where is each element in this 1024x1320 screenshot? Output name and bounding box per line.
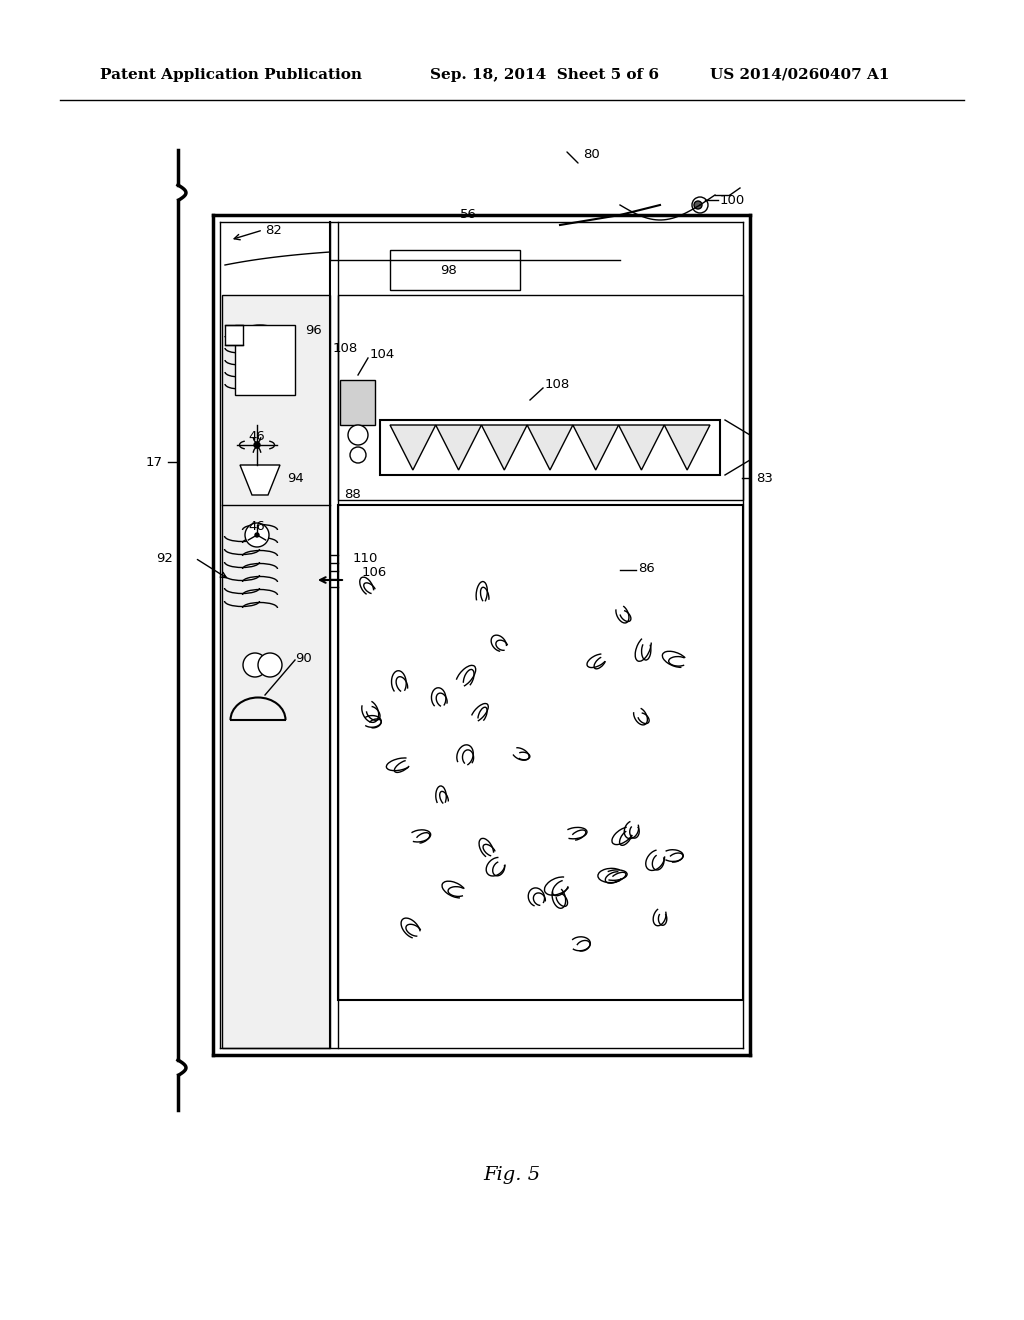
Circle shape bbox=[254, 442, 260, 447]
Text: 86: 86 bbox=[638, 561, 654, 574]
Bar bbox=[234, 325, 295, 395]
Text: 108: 108 bbox=[545, 379, 570, 392]
Polygon shape bbox=[390, 425, 436, 470]
Text: Fig. 5: Fig. 5 bbox=[483, 1166, 541, 1184]
Text: 80: 80 bbox=[583, 149, 600, 161]
Polygon shape bbox=[481, 425, 527, 470]
Circle shape bbox=[694, 201, 702, 209]
Text: 98: 98 bbox=[440, 264, 457, 276]
Text: 88: 88 bbox=[344, 487, 360, 500]
Text: 106: 106 bbox=[362, 565, 387, 578]
Polygon shape bbox=[665, 425, 710, 470]
Text: 46: 46 bbox=[248, 520, 265, 533]
Bar bbox=[225, 325, 243, 345]
Text: 110: 110 bbox=[353, 552, 379, 565]
Text: 104: 104 bbox=[370, 348, 395, 362]
Circle shape bbox=[243, 653, 267, 677]
Circle shape bbox=[255, 533, 259, 537]
Text: Patent Application Publication: Patent Application Publication bbox=[100, 69, 362, 82]
Circle shape bbox=[350, 447, 366, 463]
Text: 46: 46 bbox=[248, 430, 265, 444]
Polygon shape bbox=[618, 425, 665, 470]
Text: US 2014/0260407 A1: US 2014/0260407 A1 bbox=[710, 69, 890, 82]
Polygon shape bbox=[527, 425, 572, 470]
Polygon shape bbox=[240, 465, 280, 495]
Text: 83: 83 bbox=[756, 471, 773, 484]
Text: 100: 100 bbox=[720, 194, 745, 206]
Text: 56: 56 bbox=[460, 209, 477, 222]
Bar bbox=[338, 506, 743, 1001]
Bar bbox=[380, 420, 720, 475]
Text: 108: 108 bbox=[333, 342, 358, 355]
Circle shape bbox=[692, 197, 708, 213]
FancyBboxPatch shape bbox=[390, 249, 520, 290]
Bar bbox=[222, 294, 330, 1048]
Text: Sep. 18, 2014  Sheet 5 of 6: Sep. 18, 2014 Sheet 5 of 6 bbox=[430, 69, 659, 82]
Circle shape bbox=[245, 523, 269, 546]
Text: 96: 96 bbox=[305, 323, 322, 337]
Polygon shape bbox=[436, 425, 481, 470]
Bar bbox=[338, 294, 743, 500]
Text: 90: 90 bbox=[295, 652, 311, 664]
Text: 94: 94 bbox=[287, 471, 304, 484]
Text: 82: 82 bbox=[265, 223, 282, 236]
Circle shape bbox=[258, 653, 282, 677]
Circle shape bbox=[348, 425, 368, 445]
Text: 92: 92 bbox=[156, 552, 173, 565]
Polygon shape bbox=[572, 425, 618, 470]
Text: 17: 17 bbox=[146, 455, 163, 469]
Bar bbox=[340, 380, 375, 425]
